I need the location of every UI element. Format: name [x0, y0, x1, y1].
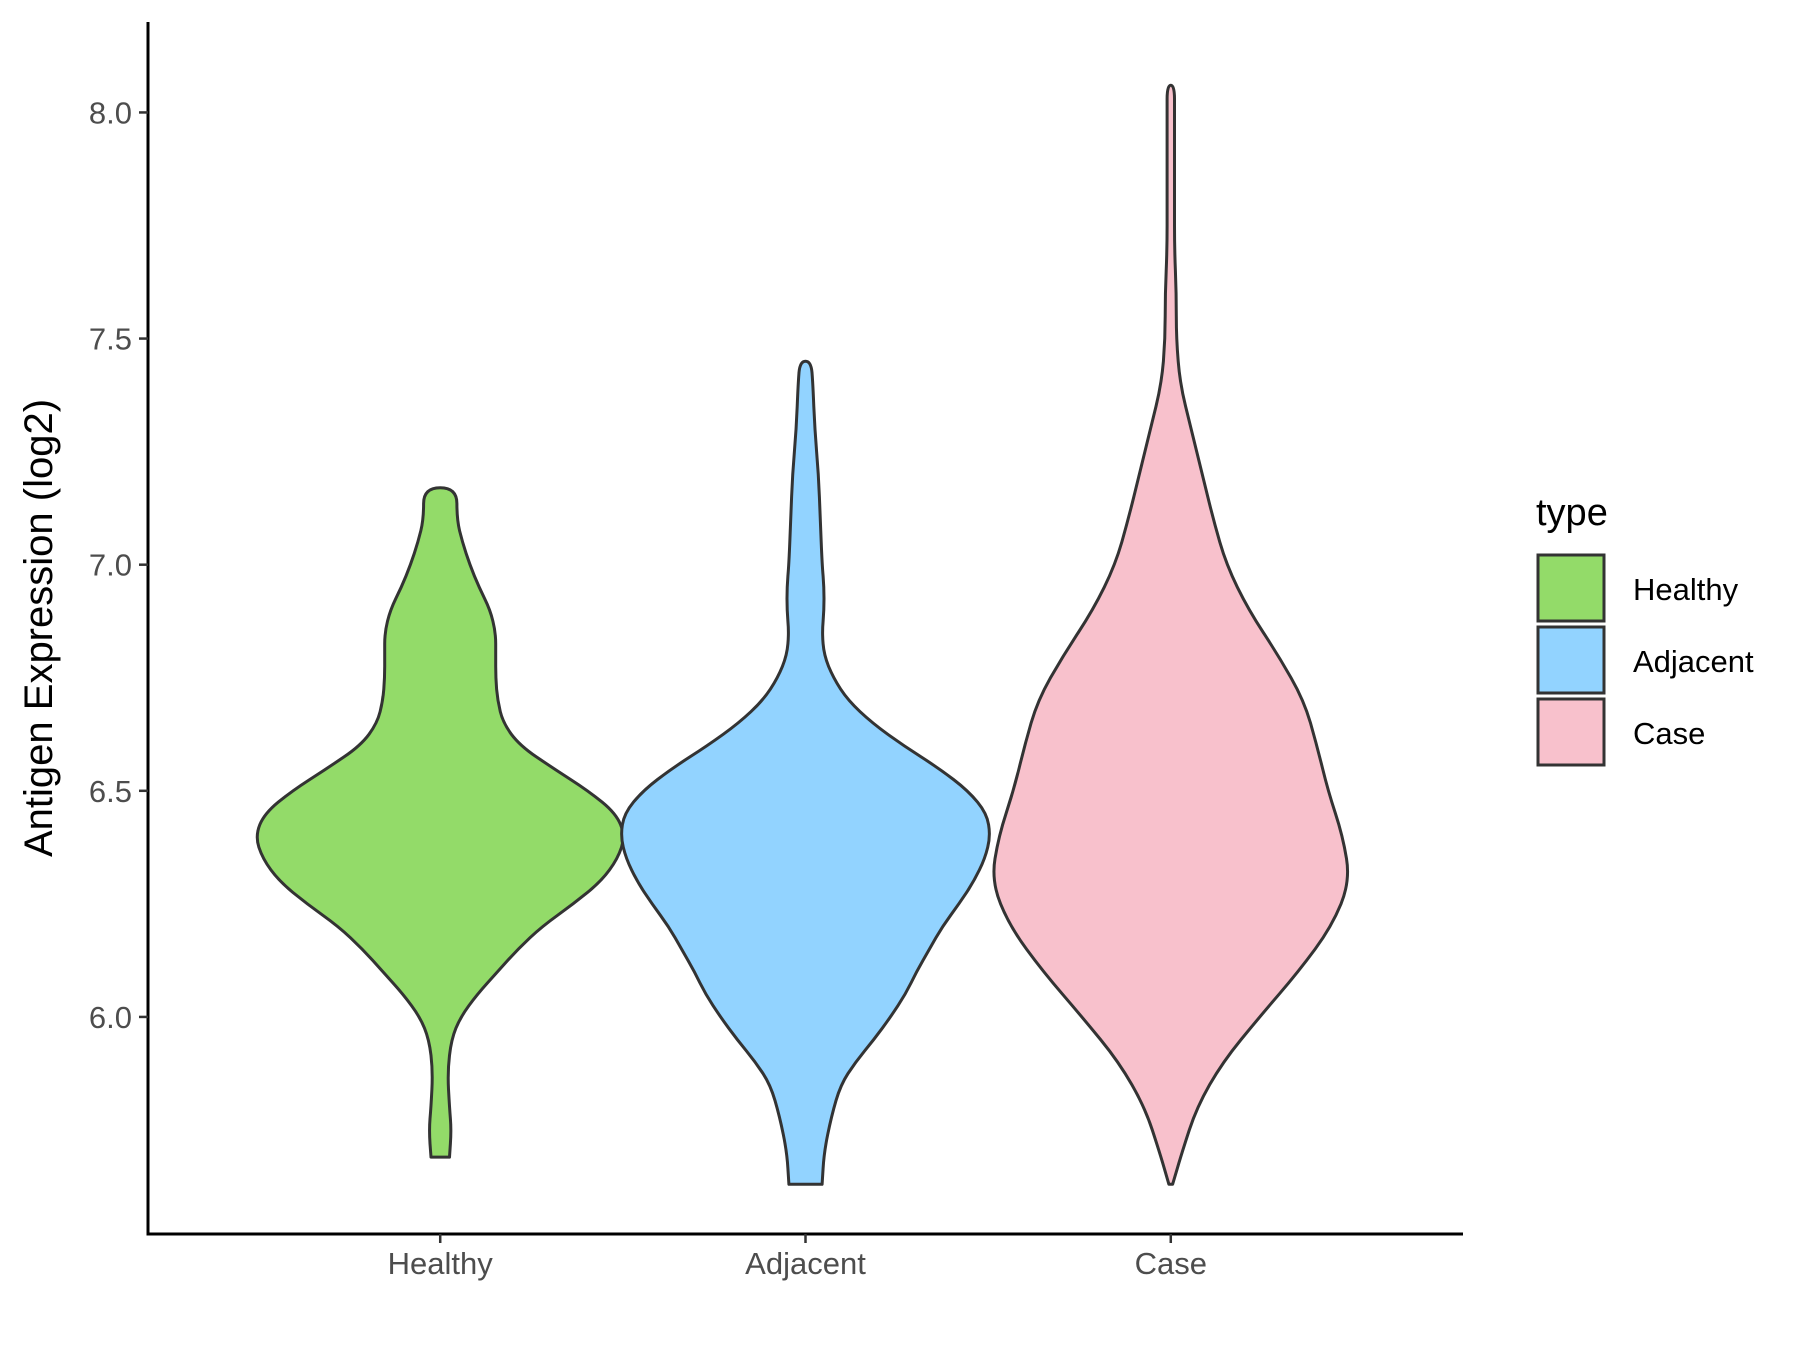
x-tick-label: Healthy	[388, 1246, 494, 1281]
x-axis-ticks: Healthy Adjacent Case	[388, 1234, 1207, 1281]
y-axis-ticks: 6.0 6.5 7.0 7.5 8.0	[89, 95, 148, 1035]
violin-adjacent	[620, 359, 991, 1186]
legend-title: type	[1536, 492, 1608, 534]
y-tick-label: 7.0	[89, 548, 132, 583]
legend-label-adjacent: Adjacent	[1633, 644, 1754, 679]
legend-swatch-healthy	[1536, 553, 1606, 623]
x-tick-label: Adjacent	[745, 1246, 866, 1281]
legend-swatch-adjacent	[1536, 625, 1606, 695]
y-tick-label: 6.0	[89, 1000, 132, 1035]
violin-case	[992, 83, 1350, 1186]
legend-swatch-case	[1536, 697, 1606, 767]
y-tick-label: 7.5	[89, 322, 132, 357]
x-tick-label: Case	[1135, 1246, 1207, 1281]
legend: type Healthy Adjacent Case	[1536, 492, 1754, 767]
violin-healthy	[255, 486, 625, 1159]
violins-layer	[255, 83, 1350, 1186]
legend-label-case: Case	[1633, 716, 1705, 751]
legend-label-healthy: Healthy	[1633, 572, 1739, 607]
y-axis-title: Antigen Expression (log2)	[17, 399, 61, 857]
y-tick-label: 6.5	[89, 774, 132, 809]
y-tick-label: 8.0	[89, 95, 132, 130]
